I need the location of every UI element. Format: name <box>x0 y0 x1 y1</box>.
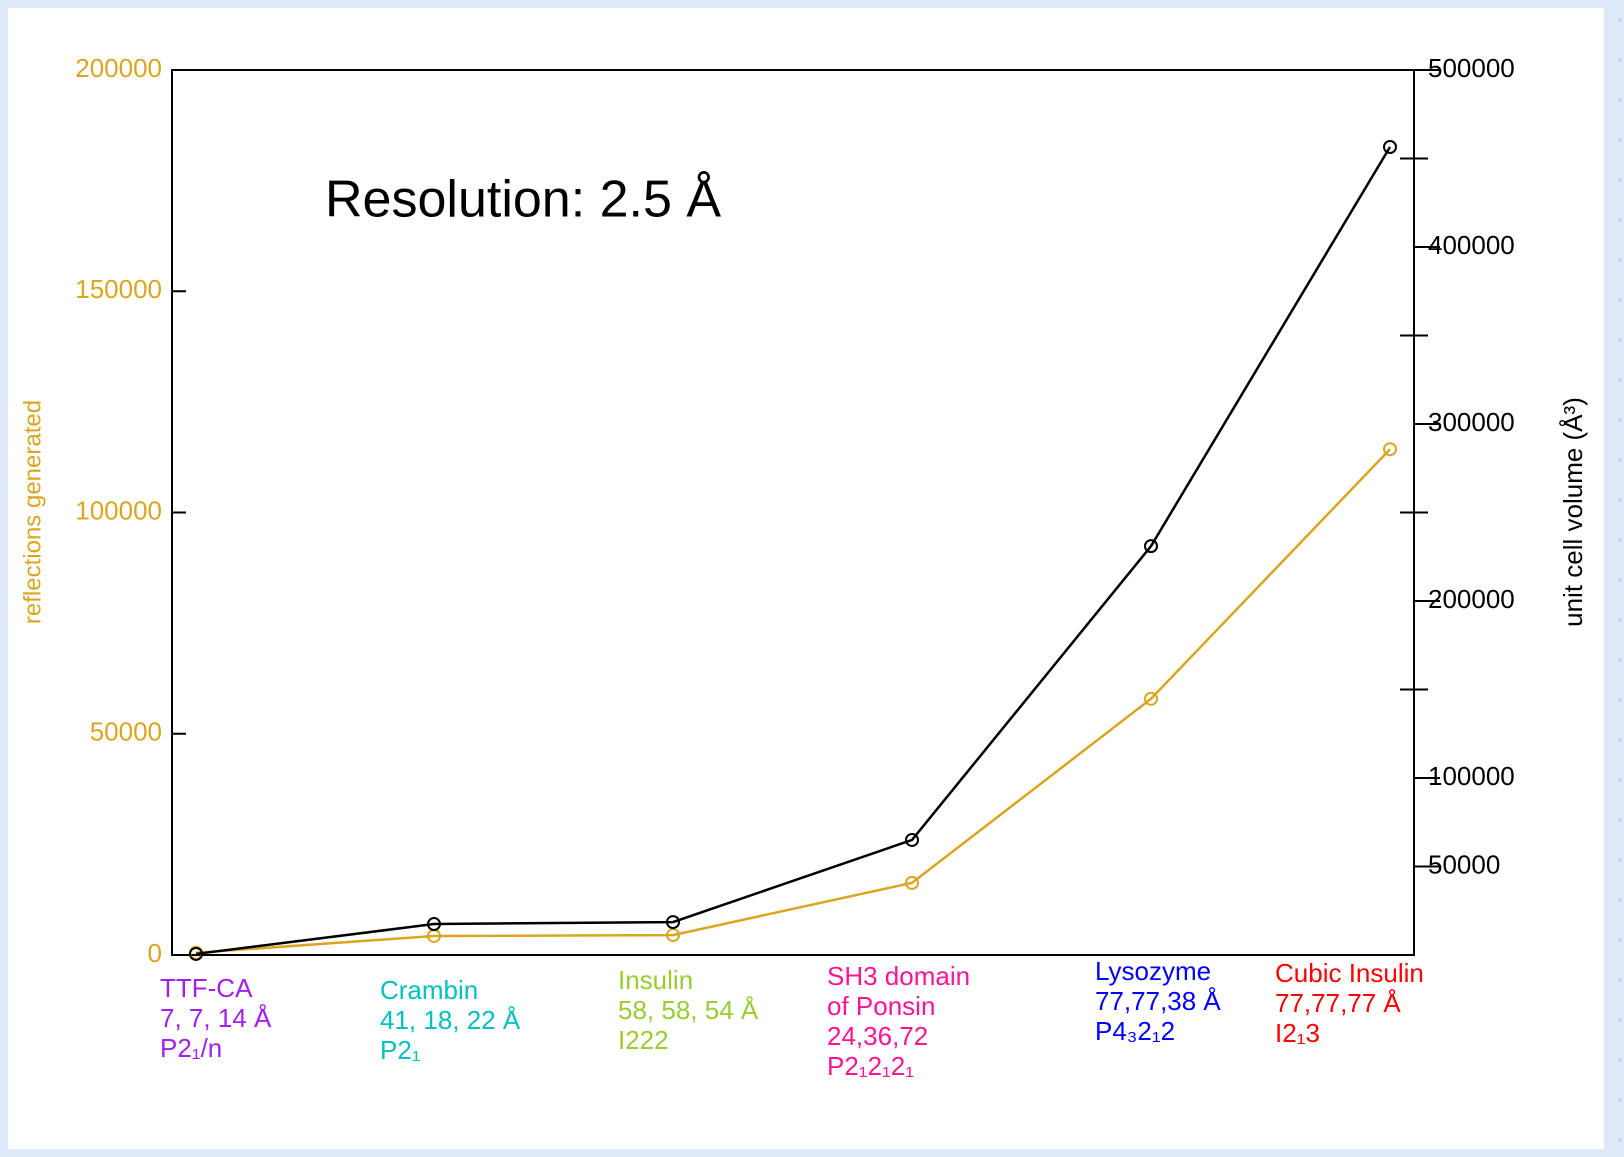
x-category-label: 77,77,38 Å <box>1095 986 1221 1016</box>
data-point <box>1144 691 1158 706</box>
x-category-label: P2₁/n <box>160 1033 222 1063</box>
x-category-label: Cubic Insulin <box>1275 958 1424 988</box>
y-tick-label: 0 <box>148 938 162 968</box>
x-category-label: SH3 domain <box>827 961 970 991</box>
x-category-label: Crambin <box>380 975 478 1005</box>
x-category-label: 77,77,77 Å <box>1275 988 1401 1018</box>
y2-tick-label: 50000 <box>1428 849 1500 879</box>
data-point <box>666 915 680 930</box>
y2-tick-label: 300000 <box>1428 407 1515 437</box>
y-axis-label: reflections generated <box>19 400 46 624</box>
y2-tick-label: 400000 <box>1428 230 1515 260</box>
data-point <box>1383 442 1397 457</box>
x-category-label: TTF-CA <box>160 973 253 1003</box>
data-point <box>666 928 680 943</box>
x-category-label: Insulin <box>618 965 693 995</box>
x-category-label: P4₃2₁2 <box>1095 1016 1175 1046</box>
x-category-label: 24,36,72 <box>827 1021 928 1051</box>
series-line <box>195 448 1391 955</box>
x-category-label: Lysozyme <box>1095 956 1211 986</box>
y2-tick-label: 100000 <box>1428 761 1515 791</box>
y-tick-label: 100000 <box>75 495 162 525</box>
y2-tick-label: 500000 <box>1428 53 1515 83</box>
series-line <box>195 146 1392 956</box>
x-category-label: 41, 18, 22 Å <box>380 1005 521 1035</box>
y-tick-label: 150000 <box>75 274 162 304</box>
data-point <box>905 875 919 890</box>
y2-axis-label: unit cell volume (Å³) <box>1558 397 1588 627</box>
data-point <box>427 917 441 932</box>
x-category-label: I2₁3 <box>1275 1018 1320 1048</box>
y2-tick-label: 200000 <box>1428 584 1515 614</box>
x-category-label: of Ponsin <box>827 991 935 1021</box>
x-category-label: 58, 58, 54 Å <box>618 995 759 1025</box>
x-category-label: I222 <box>618 1025 669 1055</box>
chart-background <box>8 8 1604 1149</box>
y-tick-label: 200000 <box>75 53 162 83</box>
x-category-label: 7, 7, 14 Å <box>160 1003 272 1033</box>
annotation: Resolution: 2.5 Å <box>325 171 721 229</box>
x-category-label: P2₁ <box>380 1035 421 1065</box>
data-point <box>905 832 919 847</box>
x-category-label: P2₁2₁2₁ <box>827 1051 914 1081</box>
data-point <box>1144 539 1158 554</box>
data-point <box>189 946 203 961</box>
y-tick-label: 50000 <box>90 717 162 747</box>
data-point <box>1383 139 1397 154</box>
